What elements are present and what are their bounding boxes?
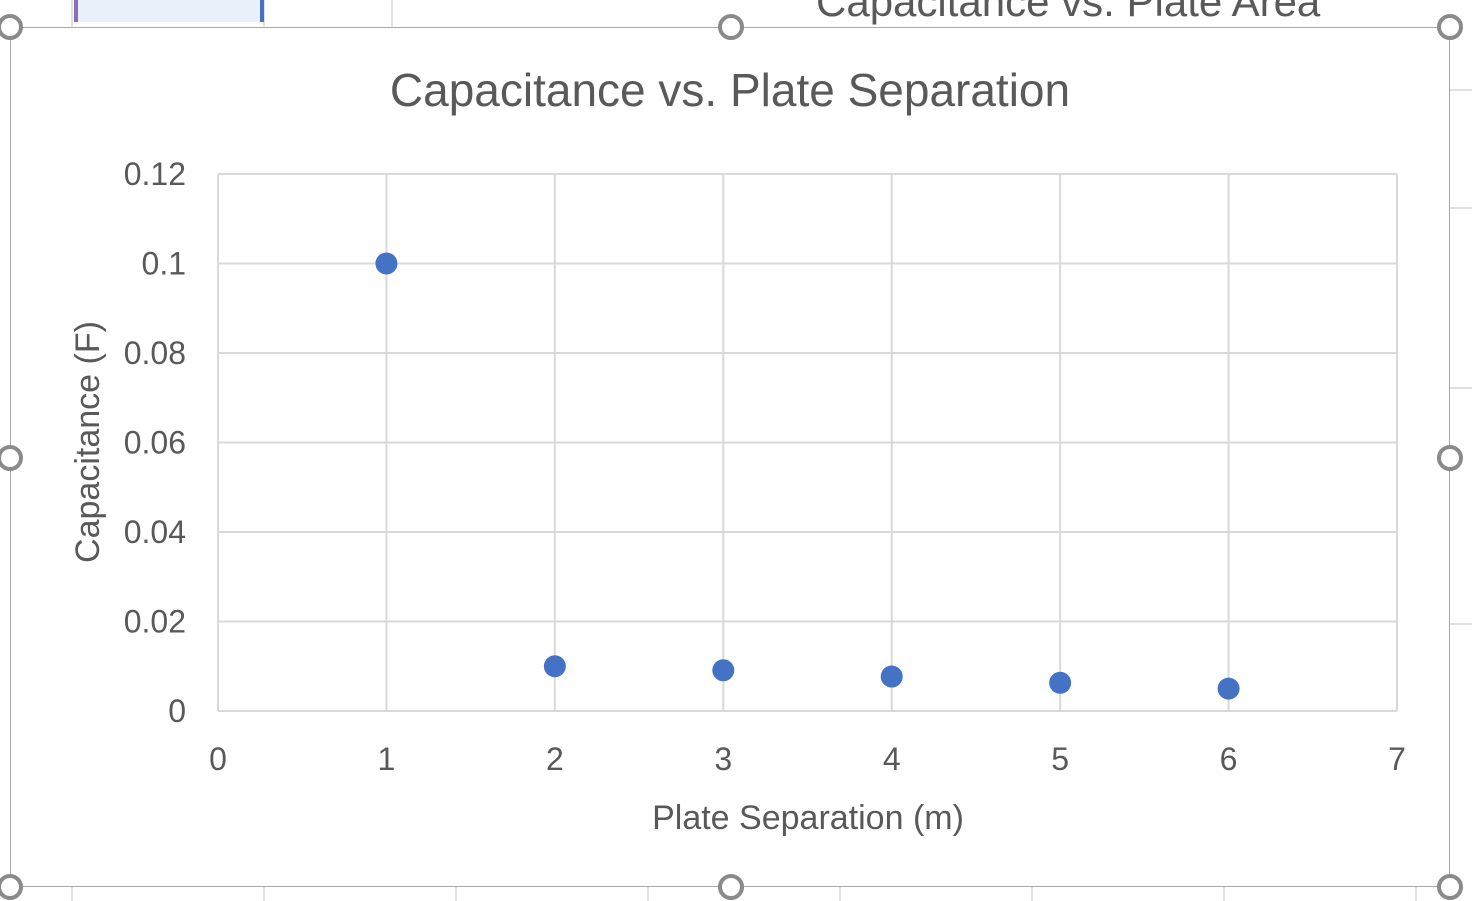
data-point[interactable] <box>375 252 398 275</box>
x-axis-title: Plate Separation (m) <box>652 799 964 837</box>
y-tick-label: 0 <box>168 693 186 729</box>
data-point[interactable] <box>880 665 903 688</box>
data-point[interactable] <box>1217 677 1240 700</box>
resize-handle-top-center[interactable] <box>718 14 744 40</box>
x-tick-label: 4 <box>883 741 901 777</box>
data-series <box>375 252 1240 700</box>
resize-handle-middle-left[interactable] <box>0 445 23 471</box>
background-chart-title: Capacitance vs. Plate Area <box>816 0 1321 25</box>
data-point[interactable] <box>1049 671 1072 694</box>
resize-handle-bottom-right[interactable] <box>1437 874 1463 900</box>
chart-gridlines <box>217 173 1398 712</box>
resize-handle-top-right[interactable] <box>1437 14 1463 40</box>
x-axis-tick-labels: 0 1 2 3 4 5 6 7 <box>209 741 1406 777</box>
x-tick-label: 7 <box>1388 741 1406 777</box>
resize-handle-top-left[interactable] <box>0 14 23 40</box>
x-tick-label: 5 <box>1051 741 1069 777</box>
x-tick-label: 3 <box>714 741 732 777</box>
y-tick-label: 0.06 <box>124 425 186 461</box>
x-tick-label: 6 <box>1220 741 1238 777</box>
y-axis-tick-labels: 0 0.02 0.04 0.06 0.08 0.1 0.12 <box>124 156 186 729</box>
y-tick-label: 0.02 <box>124 604 186 640</box>
chart-area[interactable] <box>10 27 1450 887</box>
y-tick-label: 0.1 <box>142 246 186 282</box>
y-tick-label: 0.12 <box>124 156 186 192</box>
x-tick-label: 0 <box>209 741 227 777</box>
x-tick-label: 2 <box>546 741 564 777</box>
resize-handle-middle-right[interactable] <box>1437 445 1463 471</box>
y-tick-label: 0.08 <box>124 335 186 371</box>
y-axis-title: Capacitance (F) <box>69 321 107 563</box>
resize-handle-bottom-center[interactable] <box>718 874 744 900</box>
selected-cell-fragment[interactable] <box>74 0 264 22</box>
data-point[interactable] <box>712 659 735 682</box>
x-tick-label: 1 <box>378 741 396 777</box>
data-point[interactable] <box>543 655 566 678</box>
y-tick-label: 0.04 <box>124 514 186 550</box>
chart-title: Capacitance vs. Plate Separation <box>390 64 1070 116</box>
resize-handle-bottom-left[interactable] <box>0 874 23 900</box>
